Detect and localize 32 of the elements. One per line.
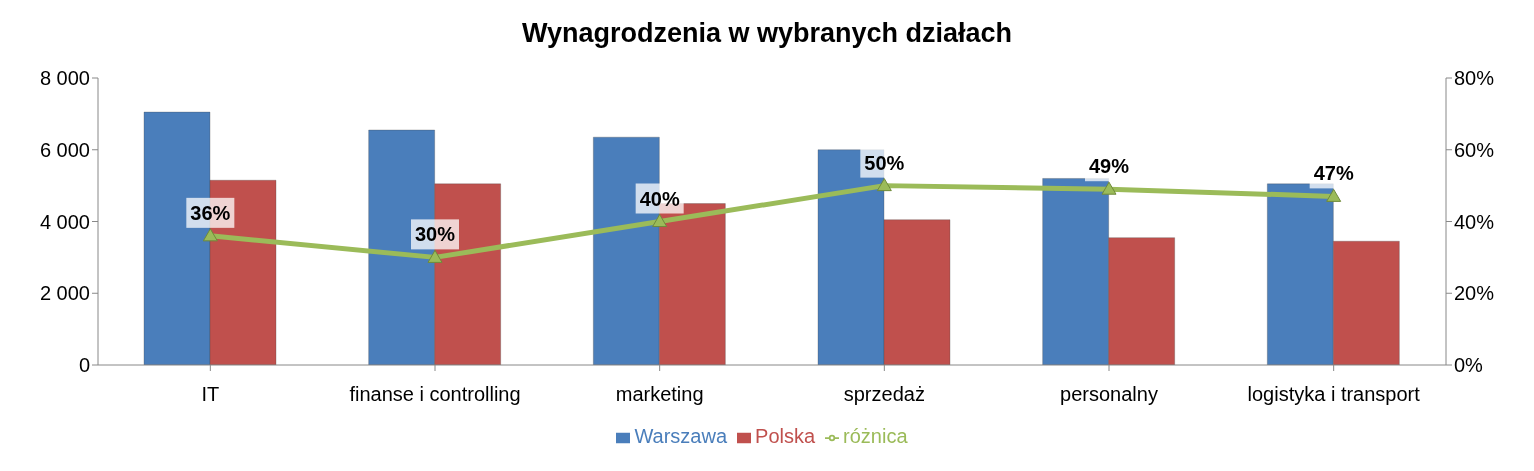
point: [1326, 188, 1342, 202]
y-tick-label: 4 000: [39, 210, 90, 233]
point: [1101, 181, 1117, 195]
point: [427, 249, 443, 263]
y-tick-label: 6 000: [39, 138, 90, 161]
point: [202, 228, 218, 242]
data-label: 30%: [414, 223, 456, 246]
legend-label: Polska: [755, 425, 816, 447]
data-label: 47%: [1313, 162, 1354, 185]
y2-tick-label: 80%: [1454, 67, 1495, 90]
x-tick-label: finanse i controlling: [349, 383, 521, 406]
chart-title: Wynagrodzenia w wybranych działach: [520, 17, 1014, 50]
data-label: 50%: [864, 151, 905, 174]
y2-tick-label: 60%: [1454, 138, 1495, 161]
x-tick-label: personalny: [1060, 383, 1158, 406]
y-tick-label: 0: [78, 354, 90, 377]
y2-tick-label: 20%: [1454, 282, 1495, 305]
data-label: 49%: [1088, 155, 1130, 178]
legend-label: różnica: [843, 425, 908, 447]
y2-tick-label: 40%: [1454, 210, 1495, 233]
x-tick-label: IT: [201, 383, 220, 406]
x-tick-label: logistyka i transport: [1247, 383, 1421, 406]
x-tick-label: marketing: [615, 383, 704, 406]
point: [876, 178, 892, 192]
x-tick-label: sprzedaż: [843, 383, 925, 406]
y-tick-label: 8 000: [39, 67, 90, 90]
data-label: 40%: [639, 187, 680, 210]
data-label: 36%: [190, 201, 231, 224]
y2-tick-label: 0%: [1454, 354, 1484, 377]
legend-label: Warszawa: [634, 425, 728, 447]
y-tick-label: 2 000: [39, 282, 90, 305]
point: [652, 214, 668, 227]
